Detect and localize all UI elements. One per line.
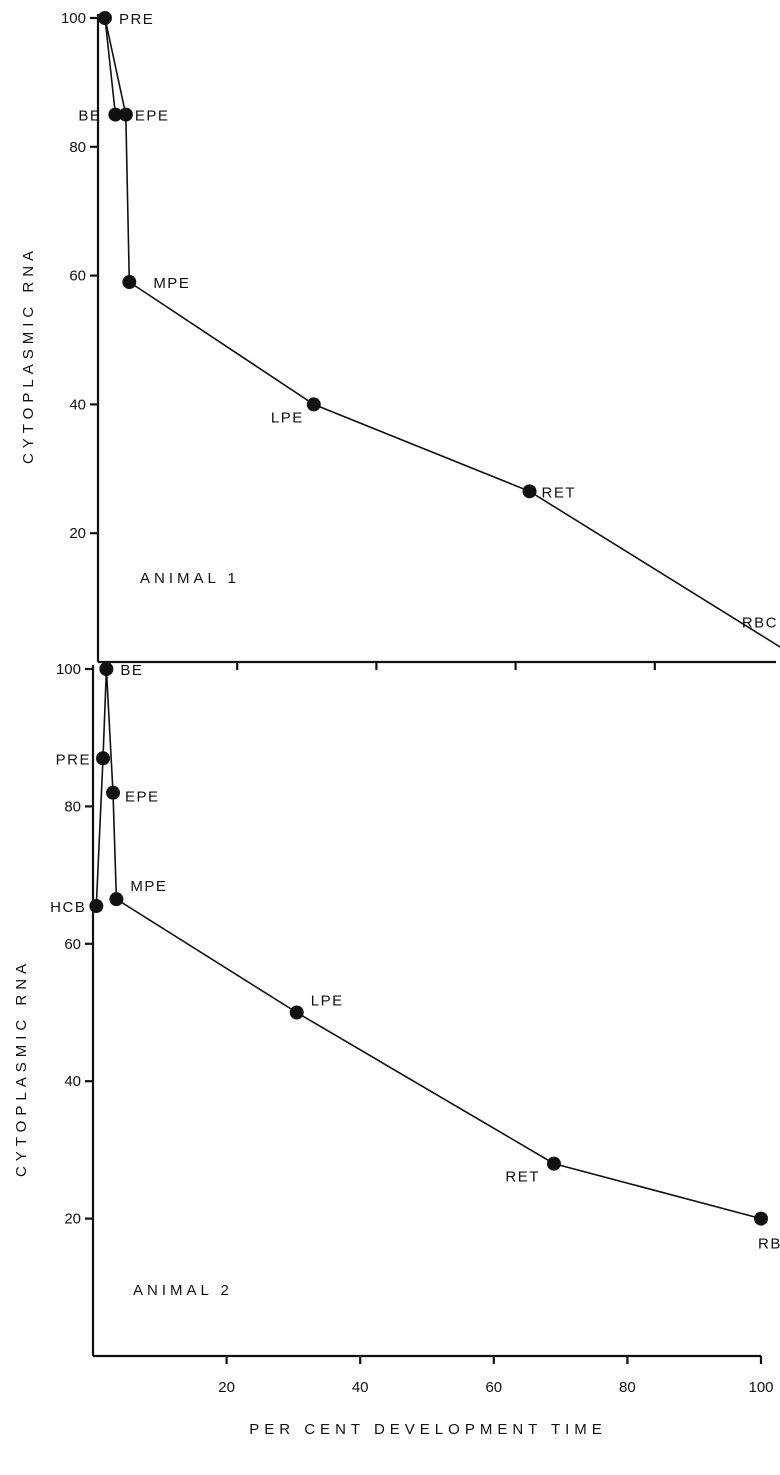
x-tick-label: 20 xyxy=(218,1379,235,1396)
data-label-pre: PRE xyxy=(56,751,91,768)
y-tick-label: 80 xyxy=(64,798,81,815)
x-axis-title: PER CENT DEVELOPMENT TIME xyxy=(249,1421,607,1438)
data-point-be xyxy=(108,107,123,122)
y-tick-label: 20 xyxy=(64,1211,81,1228)
y-axis-title-animal-1: CYTOPLASMIC RNA xyxy=(20,246,37,464)
data-point-be xyxy=(99,662,114,676)
data-point-mpe xyxy=(122,275,137,290)
y-tick-label: 40 xyxy=(69,396,86,413)
series-line xyxy=(95,668,762,1220)
chart-panel-animal-2: 20 40 60 80 100 20 40 60 80 100 BE PRE EPE HCB MPE LPE R… xyxy=(50,661,780,1396)
data-label-lpe: LPE xyxy=(271,409,304,426)
data-point-ret xyxy=(522,484,537,499)
panel-label-animal-2: ANIMAL 2 xyxy=(133,1282,233,1299)
x-tick-label: 100 xyxy=(748,1379,773,1396)
data-label-ret: RET xyxy=(505,1169,540,1186)
data-point-epe xyxy=(106,785,121,800)
data-label-ret: RET xyxy=(542,484,577,501)
data-label-rbc: RBC xyxy=(758,1236,780,1253)
x-tick-label: 40 xyxy=(352,1379,369,1396)
data-point-hcb xyxy=(89,899,104,914)
data-point-pre xyxy=(96,751,111,766)
data-label-pre: PRE xyxy=(119,11,154,28)
x-tick-label: 60 xyxy=(485,1379,502,1396)
data-point-mpe xyxy=(109,892,124,907)
data-label-lpe: LPE xyxy=(311,993,344,1010)
data-label-rbc: RBC xyxy=(742,615,778,632)
data-point-lpe xyxy=(306,397,321,412)
y-tick-label: 60 xyxy=(64,936,81,953)
y-tick-label: 100 xyxy=(61,10,86,27)
y-tick-label: 60 xyxy=(69,268,86,285)
data-label-mpe: MPE xyxy=(153,275,190,292)
series-line xyxy=(104,17,780,648)
data-label-hcb: HCB xyxy=(50,899,86,916)
chart-panel-animal-1: 20 40 60 80 100 PRE BE EPE MPE LPE RET RBC xyxy=(61,10,780,670)
x-tick-label: 80 xyxy=(619,1379,636,1396)
y-tick-label: 80 xyxy=(69,139,86,156)
data-point-rbc xyxy=(754,1211,768,1226)
data-point-lpe xyxy=(289,1005,304,1020)
data-point-pre xyxy=(97,11,112,25)
data-label-epe: EPE xyxy=(125,789,160,806)
y-axis-title-animal-2: CYTOPLASMIC RNA xyxy=(13,959,30,1177)
panel-label-animal-1: ANIMAL 1 xyxy=(140,570,240,587)
data-label-mpe: MPE xyxy=(130,878,167,895)
data-point-epe xyxy=(118,107,133,122)
data-label-be: BE xyxy=(120,662,143,679)
data-label-be: BE xyxy=(78,108,101,125)
data-label-epe: EPE xyxy=(135,108,170,125)
y-tick-label: 100 xyxy=(56,661,81,678)
y-tick-label: 20 xyxy=(69,525,86,542)
data-point-ret xyxy=(546,1156,561,1171)
y-tick-label: 40 xyxy=(64,1073,81,1090)
